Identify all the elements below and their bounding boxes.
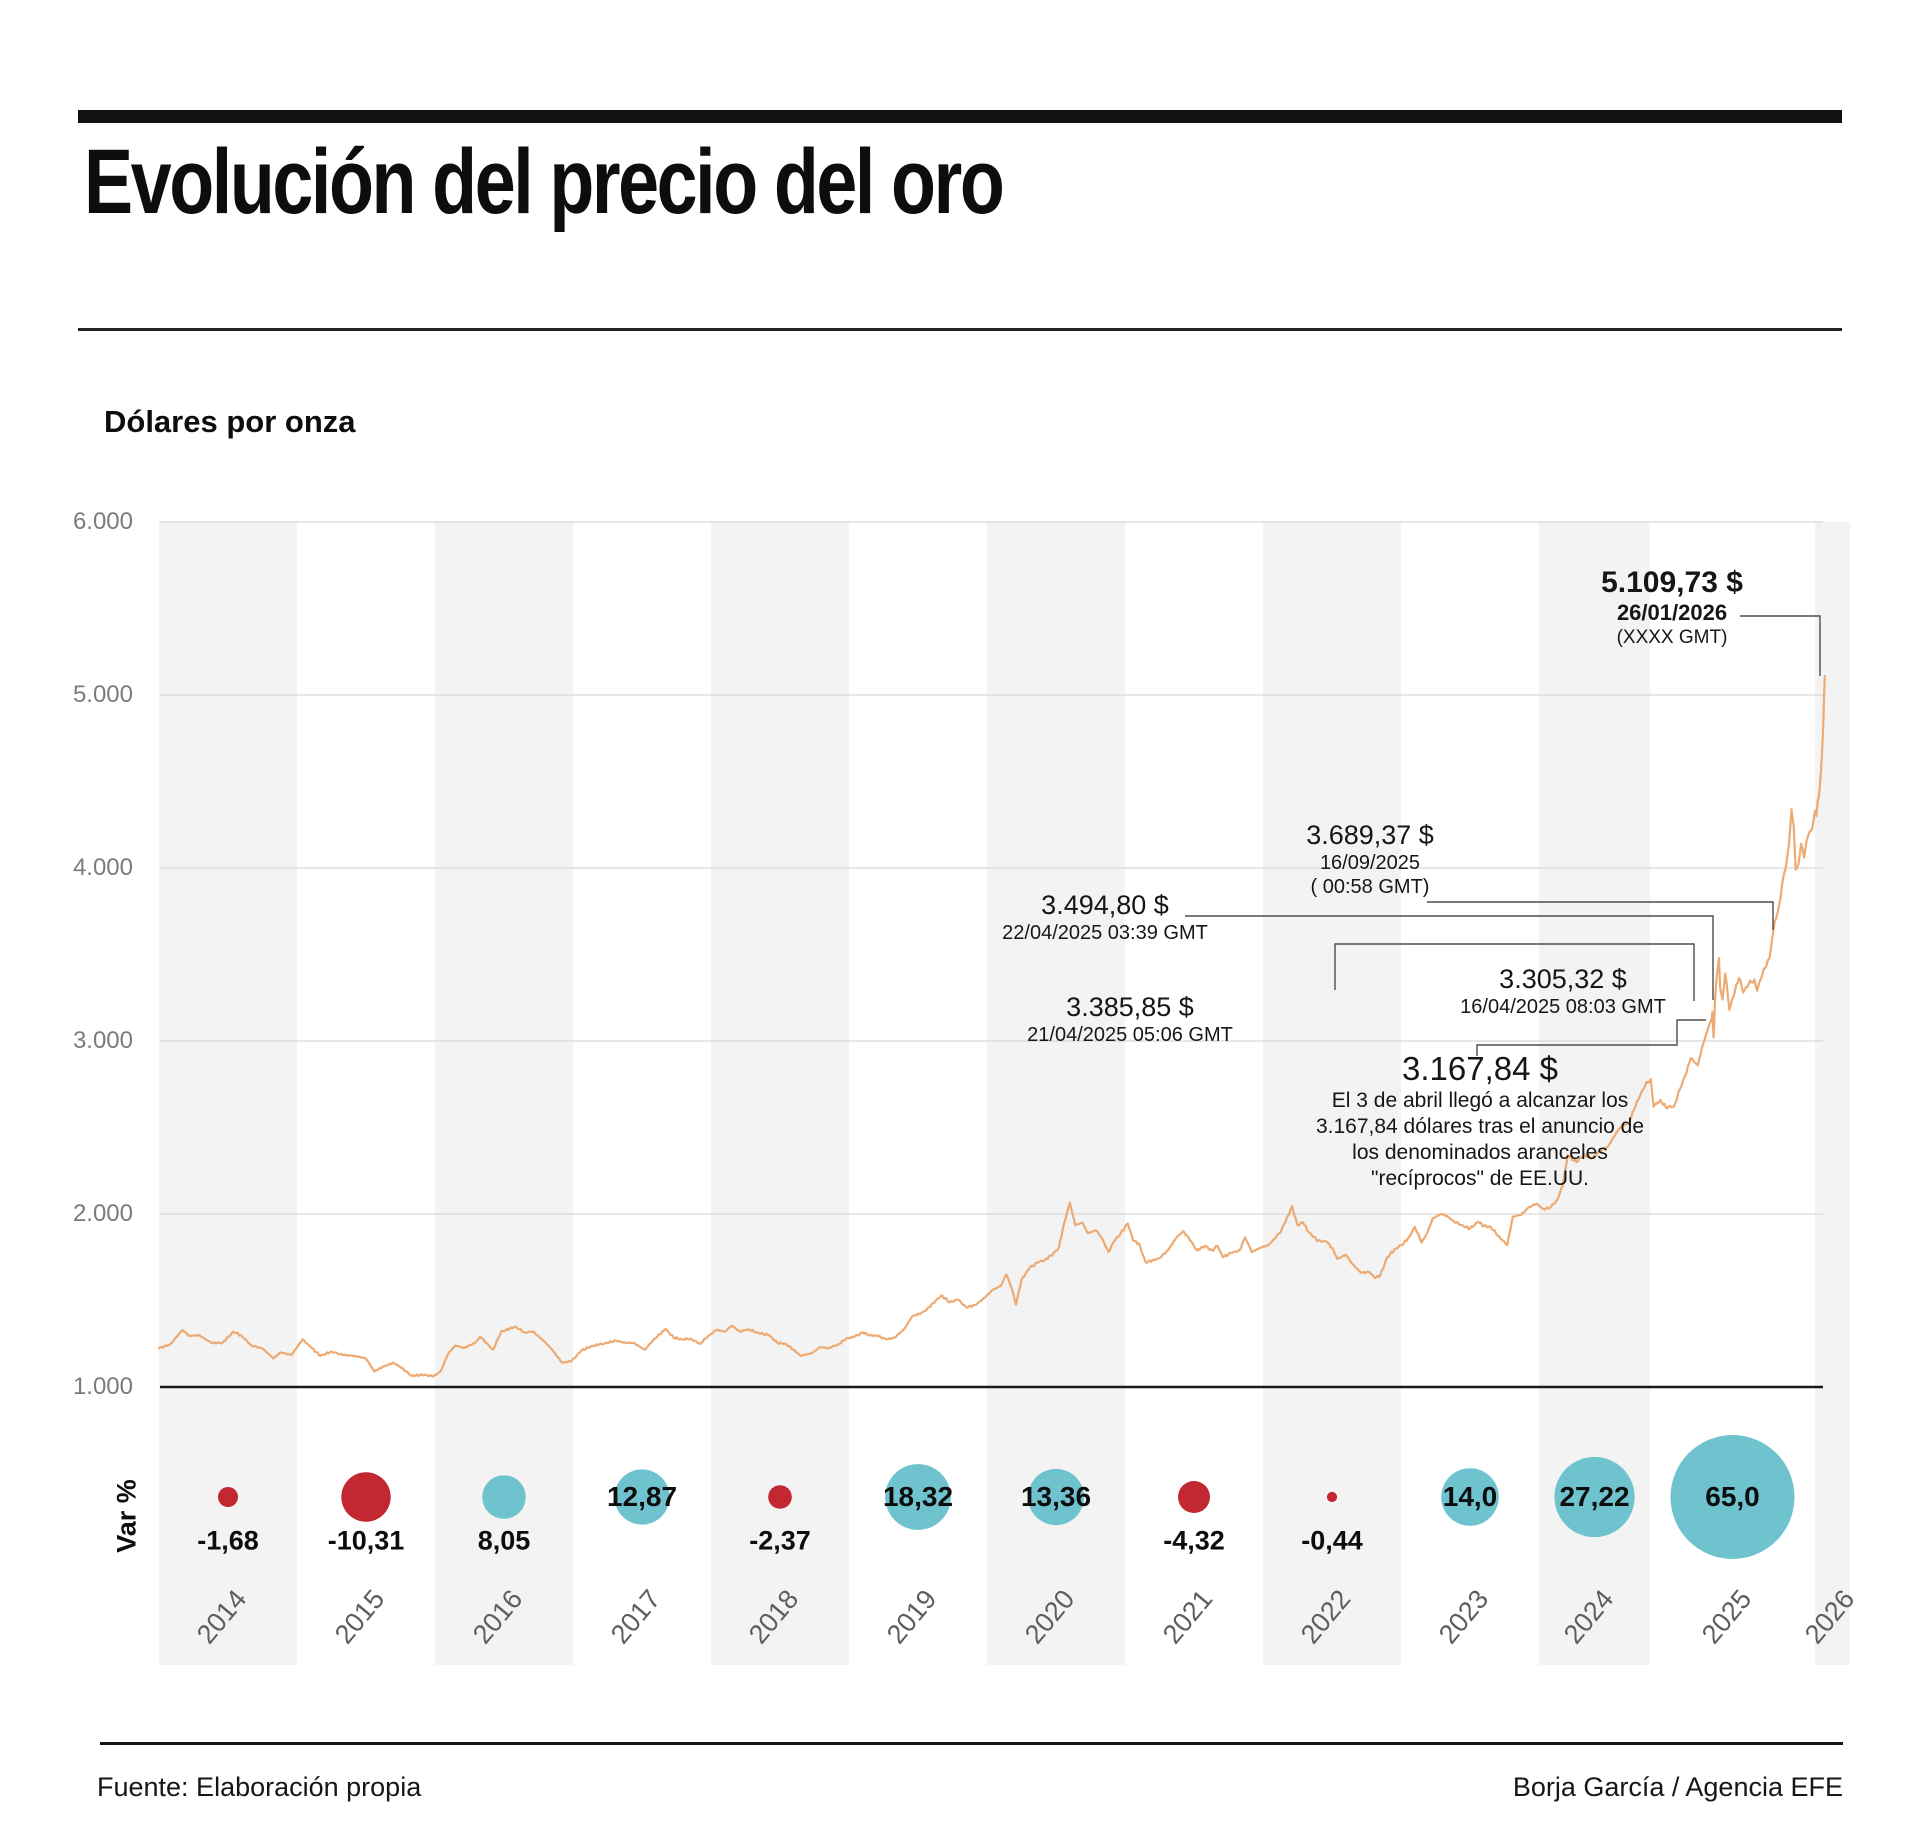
variation-bubble-2015 xyxy=(341,1472,391,1522)
variation-bubble-2021 xyxy=(1178,1481,1210,1513)
variation-value-2018: -2,37 xyxy=(749,1525,811,1556)
variation-value-2020: 13,36 xyxy=(1020,1481,1092,1512)
top-accent-bar xyxy=(78,110,1842,123)
y-tick-5.000: 5.000 xyxy=(72,681,133,708)
variation-bubble-2024 xyxy=(1554,1456,1635,1538)
variation-bubble-2025 xyxy=(1670,1435,1795,1559)
variation-value-2016: 8,05 xyxy=(477,1525,531,1556)
year-band-2022 xyxy=(1263,522,1401,1665)
record-apr3-2025-line-1: El 3 de abril llegó a alcanzar los xyxy=(1331,1089,1629,1112)
source-credit: Fuente: Elaboración propia xyxy=(97,1772,422,1802)
record-apr3-2025-line-2: 3.167,84 dólares tras el anuncio de xyxy=(1315,1115,1645,1138)
variation-bubble-2014 xyxy=(218,1487,238,1507)
author-credit: Borja García / Agencia EFE xyxy=(1512,1772,1843,1802)
variation-value-2015: -10,31 xyxy=(327,1525,405,1556)
record-apr3-2025-line-0: 3.167,84 $ xyxy=(1402,1050,1558,1087)
chart-units-subtitle: Dólares por onza xyxy=(104,404,356,439)
year-band-2018 xyxy=(711,522,849,1665)
record-apr22-2025: 3.494,80 $22/04/2025 03:39 GMT xyxy=(1002,890,1208,945)
record-final-line-0: 5.109,73 $ xyxy=(1601,566,1743,599)
variation-value-2019: 18,32 xyxy=(882,1481,954,1512)
year-band-2014 xyxy=(159,522,297,1665)
title-divider xyxy=(78,328,1842,331)
variation-bubble-2022 xyxy=(1326,1491,1338,1503)
record-sep-2025-line-0: 3.689,37 $ xyxy=(1306,820,1434,850)
variation-value-2017: 12,87 xyxy=(606,1481,678,1512)
footer-divider xyxy=(100,1742,1843,1745)
record-apr22-2025-line-0: 3.494,80 $ xyxy=(1041,890,1169,920)
record-apr21-2025-connector xyxy=(1334,943,1695,1001)
y-tick-1.000: 1.000 xyxy=(72,1373,133,1400)
y-tick-4.000: 4.000 xyxy=(72,854,133,881)
variation-bubble-2017 xyxy=(614,1469,670,1525)
y-tick-6.000: 6.000 xyxy=(72,508,133,535)
variation-bubble-2020 xyxy=(1027,1468,1085,1526)
variation-value-2025: 65,0 xyxy=(1705,1481,1760,1512)
record-apr22-2025-connector xyxy=(1185,915,1714,1000)
record-sep-2025: 3.689,37 $16/09/2025( 00:58 GMT) xyxy=(1306,820,1434,899)
variation-bubble-2019 xyxy=(885,1464,951,1530)
record-sep-2025-line-1: 16/09/2025 xyxy=(1319,852,1421,874)
record-apr21-2025-line-1: 21/04/2025 05:06 GMT xyxy=(1027,1024,1233,1046)
variation-bubble-2023 xyxy=(1441,1468,1499,1526)
record-apr16-2025: 3.305,32 $16/04/2025 08:03 GMT xyxy=(1460,964,1666,1019)
variation-value-2022: -0,44 xyxy=(1301,1525,1363,1556)
record-apr16-2025-line-1: 16/04/2025 08:03 GMT xyxy=(1460,996,1666,1018)
variation-value-2014: -1,68 xyxy=(197,1525,259,1556)
gold-price-line xyxy=(157,674,1826,1378)
page-title: Evolución del precio del oro xyxy=(84,131,1005,233)
record-apr3-2025-line-4: "recíprocos" de EE.UU. xyxy=(1370,1167,1589,1190)
record-sep-2025-connector xyxy=(1427,901,1774,930)
variation-value-2024: 27,22 xyxy=(1559,1481,1630,1512)
record-apr16-2025-line-0: 3.305,32 $ xyxy=(1499,964,1627,994)
variation-bubble-2016 xyxy=(482,1475,526,1519)
record-apr3-2025-connector xyxy=(1476,1019,1706,1056)
record-final-line-1: 26/01/2026 xyxy=(1616,600,1728,625)
record-final-connector xyxy=(1740,615,1821,676)
record-apr3-2025-line-3: los denominados aranceles xyxy=(1352,1141,1608,1164)
y-tick-3.000: 3.000 xyxy=(72,1027,133,1054)
variation-value-2023: 14,0 xyxy=(1442,1481,1498,1512)
record-final: 5.109,73 $26/01/2026 (XXXX GMT) xyxy=(1601,566,1743,649)
record-apr21-2025: 3.385,85 $21/04/2025 05:06 GMT xyxy=(1027,992,1233,1047)
record-apr22-2025-line-1: 22/04/2025 03:39 GMT xyxy=(1002,922,1208,944)
y-tick-2.000: 2.000 xyxy=(72,1200,133,1227)
record-final-line-2: (XXXX GMT) xyxy=(1616,627,1728,648)
record-apr3-2025: 3.167,84 $ El 3 de abril llegó a alcanzar… xyxy=(1316,1050,1644,1192)
record-sep-2025-line-2: ( 00:58 GMT) xyxy=(1310,876,1430,898)
year-band-2026 xyxy=(1815,522,1850,1665)
var-percent-axis-label: Var % xyxy=(111,1479,142,1553)
record-apr21-2025-line-0: 3.385,85 $ xyxy=(1066,992,1194,1022)
variation-value-2021: -4,32 xyxy=(1163,1525,1225,1556)
variation-bubble-2018 xyxy=(768,1485,792,1509)
year-band-2016 xyxy=(435,522,573,1665)
